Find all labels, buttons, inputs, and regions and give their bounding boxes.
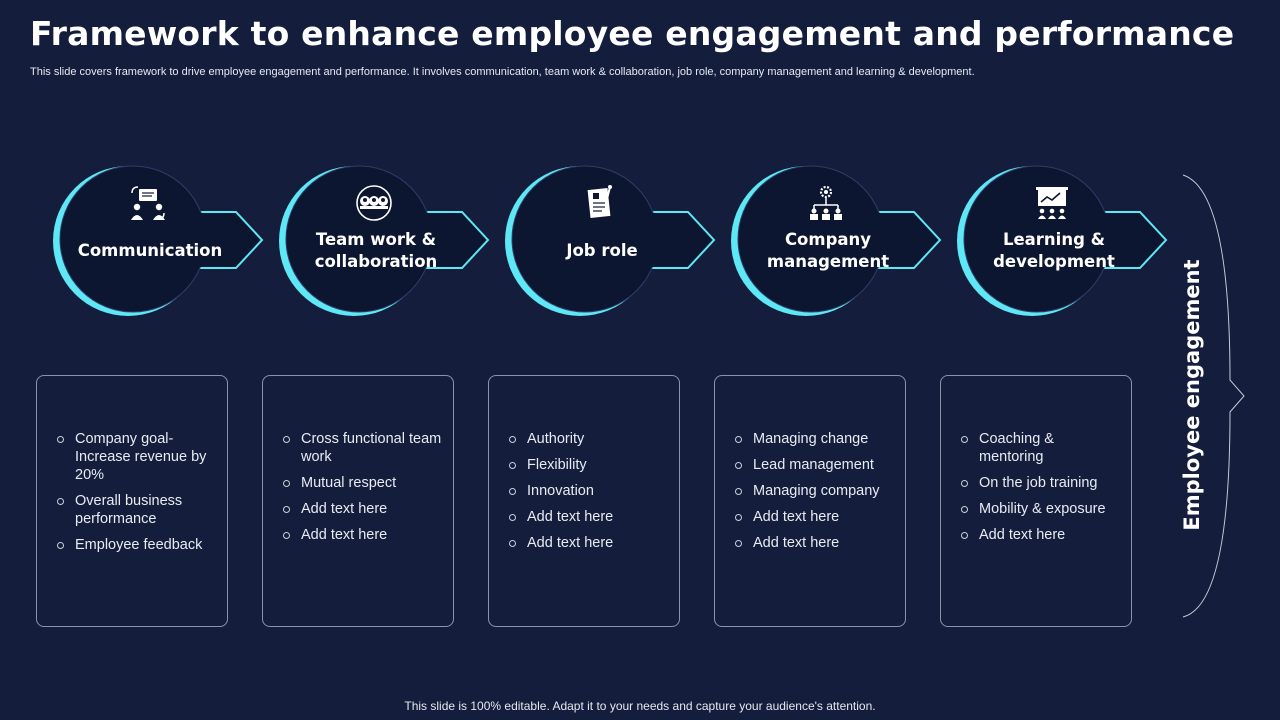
list-item: Add text here	[509, 508, 669, 526]
list-item: Add text here	[735, 508, 895, 526]
list-item: Add text here	[283, 500, 443, 518]
stage-company-management: Company management	[733, 163, 963, 318]
stage-learning-development: Learning & development	[959, 163, 1189, 318]
stage-seam	[622, 213, 662, 267]
footer-note: This slide is 100% editable. Adapt it to…	[404, 699, 876, 713]
team-work-details-box: Cross functional team work Mutual respec…	[262, 375, 454, 627]
stage-label: Team work & collaboration	[314, 230, 438, 271]
list-item: Add text here	[283, 526, 443, 544]
list-item: Add text here	[509, 534, 669, 552]
company-management-details-box: Managing change Lead management Managing…	[714, 375, 906, 627]
list-item: Managing change	[735, 430, 895, 448]
team-icon	[354, 183, 394, 223]
bullet-list: Company goal- Increase revenue by 20% Ov…	[37, 376, 227, 554]
list-item: Lead management	[735, 456, 895, 474]
stage-communication: Communication	[55, 163, 285, 318]
list-item: Flexibility	[509, 456, 669, 474]
bullet-list: Coaching & mentoring On the job training…	[941, 376, 1131, 544]
stage-label: Job role	[566, 241, 638, 260]
list-item: On the job training	[961, 474, 1121, 492]
training-icon	[1032, 183, 1072, 223]
communication-icon	[128, 183, 168, 223]
stage-seam	[1074, 213, 1114, 267]
stage-job-role: Job role	[507, 163, 737, 318]
stage-team-work: Team work & collaboration	[281, 163, 511, 318]
job-role-details-box: Authority Flexibility Innovation Add tex…	[488, 375, 680, 627]
employee-engagement-label: Employee engagement	[1180, 259, 1204, 531]
stage-seam	[170, 213, 210, 267]
list-item: Overall business performance	[57, 492, 217, 528]
stage-seam	[848, 213, 888, 267]
slide-title: Framework to enhance employee engagement…	[30, 14, 1235, 53]
list-item: Cross functional team work	[283, 431, 442, 465]
stage-label: Company management	[766, 230, 890, 271]
slide-subtitle: This slide covers framework to drive emp…	[30, 66, 975, 78]
stage-seam	[396, 213, 436, 267]
bullet-list: Authority Flexibility Innovation Add tex…	[489, 376, 679, 552]
bullet-list: Cross functional team work Mutual respec…	[263, 376, 453, 544]
list-item: Mobility & exposure	[961, 500, 1121, 518]
engagement-brace	[1182, 174, 1245, 618]
learning-development-details-box: Coaching & mentoring On the job training…	[940, 375, 1132, 627]
list-item: Company goal- Increase revenue by 20%	[57, 430, 217, 484]
stage-label: Communication	[77, 241, 223, 260]
list-item: Managing company	[735, 482, 895, 500]
stage-label: Learning & development	[993, 230, 1115, 271]
list-item: Employee feedback	[57, 536, 217, 554]
list-item: Authority	[509, 430, 669, 448]
list-item: Innovation	[509, 482, 669, 500]
list-item: Coaching & mentoring	[961, 430, 1121, 466]
org-chart-icon	[806, 183, 846, 223]
list-item: Mutual respect	[283, 474, 443, 492]
list-item: Add text here	[961, 526, 1121, 544]
list-item: Add text here	[735, 534, 895, 552]
communication-details-box: Company goal- Increase revenue by 20% Ov…	[36, 375, 228, 627]
resume-icon	[580, 183, 620, 223]
bullet-list: Managing change Lead management Managing…	[715, 376, 905, 552]
